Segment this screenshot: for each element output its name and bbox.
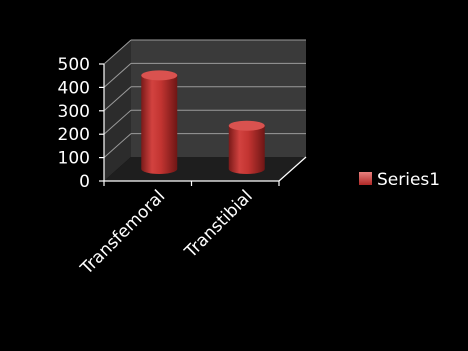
legend-label: Series1: [377, 170, 440, 190]
bar-cylinder-top: [228, 120, 265, 131]
floor: [104, 157, 306, 181]
y-tick-label: 100: [58, 149, 90, 169]
y-tick-label: 400: [58, 78, 90, 98]
gridline-side: [103, 133, 132, 158]
gridline-side: [103, 63, 132, 88]
bar-cylinder-body: [141, 75, 178, 174]
bar-cylinder-top: [141, 70, 178, 81]
y-tick-labels: 0 100 200 300 400 500: [58, 55, 90, 192]
y-tick-label: 0: [79, 172, 90, 192]
axes: [99, 63, 307, 186]
legend-swatch: [359, 172, 372, 185]
y-tick-label: 300: [58, 102, 90, 122]
gridline-side: [103, 39, 132, 65]
bars: [141, 70, 265, 174]
y-tick-label: 200: [58, 125, 90, 145]
side-wall: [104, 40, 131, 181]
gridline-side: [103, 109, 132, 135]
bar-cylinder-body: [228, 125, 265, 174]
bar-transfemoral: [141, 70, 178, 174]
y-tick-label: 500: [58, 55, 90, 75]
bar-transtibial: [228, 120, 265, 174]
gridline-side: [103, 86, 132, 112]
legend: Series1: [359, 170, 440, 190]
x-axis-depth-line: [278, 156, 307, 182]
